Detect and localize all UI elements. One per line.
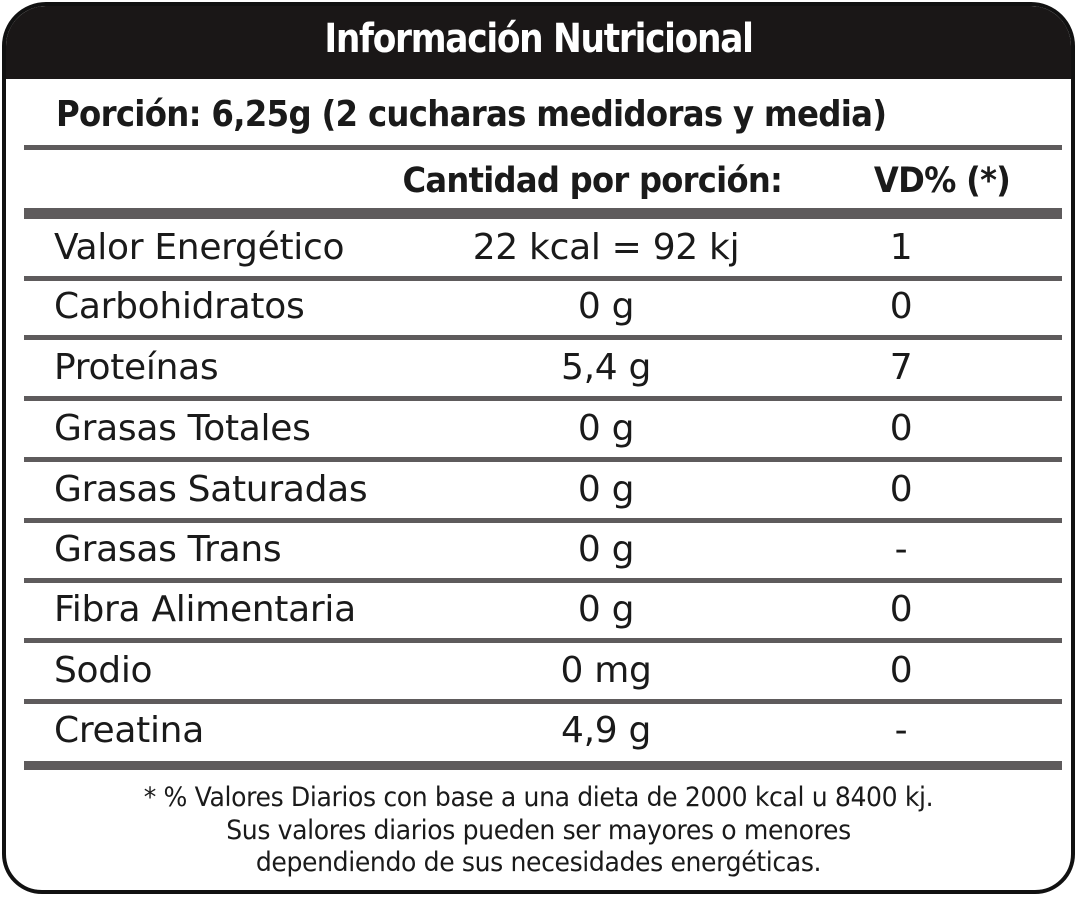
nutrient-row: Creatina 4,9 g - xyxy=(6,702,1071,763)
divider-thick xyxy=(24,208,1062,219)
nutrient-amount: 0 g xyxy=(577,469,635,510)
nutrient-dv: 0 xyxy=(889,469,913,510)
nutrient-amount: 0 g xyxy=(577,286,635,327)
nutrient-dv: 1 xyxy=(889,227,913,268)
nutrient-amount: 22 kcal = 92 kj xyxy=(472,227,740,268)
divider xyxy=(24,699,1062,704)
nutrient-row: Grasas Saturadas 0 g 0 xyxy=(6,461,1071,522)
label-title: Información Nutricional xyxy=(324,16,754,62)
nutrient-name: Creatina xyxy=(54,710,204,751)
nutrient-name: Fibra Alimentaria xyxy=(54,589,356,630)
divider xyxy=(24,335,1062,340)
nutrient-row: Fibra Alimentaria 0 g 0 xyxy=(6,581,1071,642)
nutrient-dv: 0 xyxy=(889,650,913,691)
nutrient-name: Carbohidratos xyxy=(54,286,305,327)
nutrient-name: Proteínas xyxy=(54,347,219,388)
nutrient-name: Grasas Totales xyxy=(54,408,311,449)
footnote-line: dependiendo de sus necesidades energétic… xyxy=(255,847,822,878)
column-header-dv: VD% (*) xyxy=(873,161,1011,201)
divider xyxy=(24,578,1062,583)
nutrition-label: Información Nutricional Porción: 6,25g (… xyxy=(2,2,1075,894)
divider-thick xyxy=(24,761,1062,770)
nutrient-name: Sodio xyxy=(54,650,153,691)
nutrient-dv: 0 xyxy=(889,589,913,630)
divider xyxy=(24,145,1062,150)
nutrient-dv: 0 xyxy=(889,286,913,327)
nutrient-row: Grasas Trans 0 g - xyxy=(6,521,1071,582)
serving-size: Porción: 6,25g (2 cucharas medidoras y m… xyxy=(56,94,887,135)
footnote-line: * % Valores Diarios con base a una dieta… xyxy=(143,782,934,813)
nutrient-row: Proteínas 5,4 g 7 xyxy=(6,339,1071,400)
nutrient-row: Sodio 0 mg 0 xyxy=(6,642,1071,703)
nutrient-name: Grasas Trans xyxy=(54,529,282,570)
nutrient-dv: - xyxy=(894,529,908,570)
nutrient-dv: 7 xyxy=(889,347,913,388)
divider xyxy=(24,518,1062,523)
nutrient-dv: 0 xyxy=(889,408,913,449)
nutrient-amount: 0 g xyxy=(577,589,635,630)
nutrient-name: Valor Energético xyxy=(54,227,345,268)
nutrient-amount: 0 mg xyxy=(560,650,652,691)
nutrient-row: Grasas Totales 0 g 0 xyxy=(6,400,1071,461)
nutrient-row: Carbohidratos 0 g 0 xyxy=(6,278,1071,339)
nutrient-amount: 0 g xyxy=(577,529,635,570)
nutrient-dv: - xyxy=(894,710,908,751)
divider xyxy=(24,638,1062,643)
label-header: Información Nutricional xyxy=(6,6,1071,79)
nutrient-amount: 5,4 g xyxy=(560,347,652,388)
nutrient-name: Grasas Saturadas xyxy=(54,469,368,510)
footnote-line: Sus valores diarios pueden ser mayores o… xyxy=(226,814,851,846)
divider xyxy=(24,396,1062,401)
divider xyxy=(24,276,1062,281)
nutrient-amount: 0 g xyxy=(577,408,635,449)
column-header-amount: Cantidad por porción: xyxy=(402,161,783,201)
divider xyxy=(24,457,1062,462)
footnote: * % Valores Diarios con base a una dieta… xyxy=(6,782,1071,880)
nutrient-amount: 4,9 g xyxy=(560,710,652,751)
nutrient-row: Valor Energético 22 kcal = 92 kj 1 xyxy=(6,219,1071,280)
